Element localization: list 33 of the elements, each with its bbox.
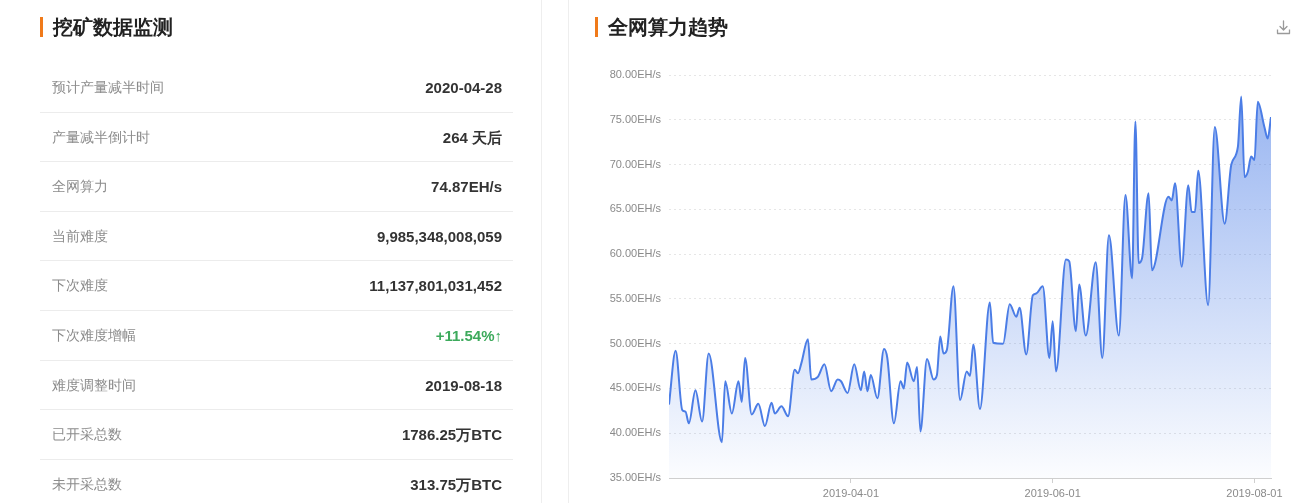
x-tick-label: 2019-04-01 (822, 486, 880, 499)
chart-title: 全网算力趋势 (608, 16, 728, 38)
text: 74.87EH/s (431, 178, 502, 196)
text: 11,137,801,031,452 (369, 277, 502, 295)
y-tick-label: 50.00EH/s (609, 336, 662, 349)
category-label: 产量减半倒计时 (52, 127, 150, 147)
y-tick-label: 70.00EH/s (609, 157, 662, 170)
y-tick-label: 75.00EH/s (609, 112, 662, 125)
text: 挖矿数据监测 (53, 16, 173, 38)
text: 313.75万BTC (410, 475, 502, 493)
category-label: 已开采总数 (52, 425, 122, 445)
y-tick-label: 45.00EH/s (609, 381, 662, 394)
y-tick-label: 65.00EH/s (609, 202, 662, 215)
y-tick-label: 40.00EH/s (609, 426, 662, 439)
category-label: 预计产量减半时间 (52, 78, 164, 97)
text: 2020-04-28 (425, 79, 502, 96)
category-label: 未开采总数 (52, 474, 122, 494)
category-label: 当前难度 (52, 226, 108, 246)
text: 1786.25万BTC (401, 426, 502, 444)
text: 9,985,348,008,059 (376, 227, 502, 245)
y-tick-label: 35.00EH/s (609, 471, 662, 484)
text: +11.54%↑ (435, 327, 502, 344)
category-label: 下次难度增幅 (52, 326, 136, 345)
x-tick-label: 2019-06-01 (1024, 486, 1081, 499)
y-tick-label: 60.00EH/s (609, 247, 662, 260)
y-tick-label: 80.00EH/s (609, 68, 662, 81)
category-label: 全网算力 (52, 177, 108, 197)
text: 264 天后 (442, 128, 502, 146)
x-tick-label: 2019-08-01 (1226, 486, 1283, 499)
y-tick-label: 55.00EH/s (609, 291, 662, 304)
category-label: 难度调整时间 (52, 375, 136, 395)
text: 2019-08-18 (425, 376, 502, 394)
category-label: 下次难度 (52, 276, 108, 296)
